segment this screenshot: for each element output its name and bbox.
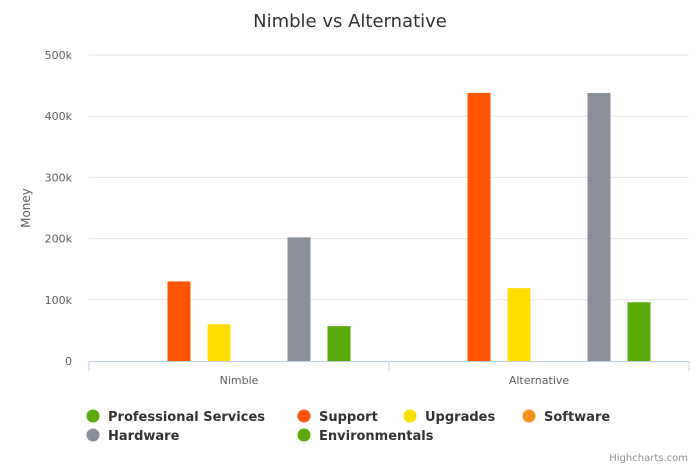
y-tick-label: 400k [45, 110, 73, 123]
y-tick-label: 200k [45, 233, 73, 246]
legend-item[interactable]: Support [297, 409, 378, 426]
legend-symbol [86, 409, 100, 423]
legend-symbol [403, 409, 417, 423]
y-axis-ticks: 0 100k 200k 300k 400k 500k [45, 49, 73, 368]
credits-link[interactable]: Highcharts.com [609, 453, 688, 464]
legend-label: Software [544, 410, 610, 425]
bar-environmentals[interactable] [327, 326, 351, 361]
legend-label: Support [319, 410, 378, 425]
bar-support[interactable] [467, 92, 491, 361]
legend-item[interactable]: Environmentals [297, 428, 434, 445]
x-tick-label: Nimble [220, 374, 259, 387]
y-tick-label: 300k [45, 171, 73, 184]
legend-symbol [297, 409, 311, 423]
legend-item[interactable]: Upgrades [403, 409, 496, 426]
x-axis: Nimble Alternative [88, 361, 690, 387]
legend-label: Hardware [108, 429, 180, 444]
y-axis-title: Money [19, 188, 33, 228]
bar-environmentals[interactable] [627, 302, 651, 361]
legend-item[interactable]: Hardware [86, 428, 180, 445]
legend-symbol [297, 428, 311, 442]
legend-item[interactable]: Professional Services [86, 409, 266, 426]
y-tick-label: 0 [65, 355, 72, 368]
chart-title: Nimble vs Alternative [253, 11, 447, 32]
legend-symbol [86, 428, 100, 442]
bar-upgrades[interactable] [207, 324, 231, 361]
y-tick-label: 100k [45, 294, 73, 307]
legend-item[interactable]: Software [522, 409, 611, 426]
bar-support[interactable] [167, 281, 191, 361]
bar-upgrades[interactable] [507, 288, 531, 361]
bar-hardware[interactable] [287, 237, 311, 361]
legend-label: Professional Services [108, 410, 265, 425]
legend-label: Environmentals [319, 429, 434, 444]
legend-symbol [522, 409, 536, 423]
x-tick-label: Alternative [509, 374, 570, 387]
y-tick-label: 500k [45, 49, 73, 62]
bar-hardware[interactable] [587, 92, 611, 361]
legend-label: Upgrades [425, 410, 495, 425]
legend[interactable]: Professional Services Support Upgrades Soft… [86, 409, 611, 445]
bar-series [167, 92, 651, 361]
